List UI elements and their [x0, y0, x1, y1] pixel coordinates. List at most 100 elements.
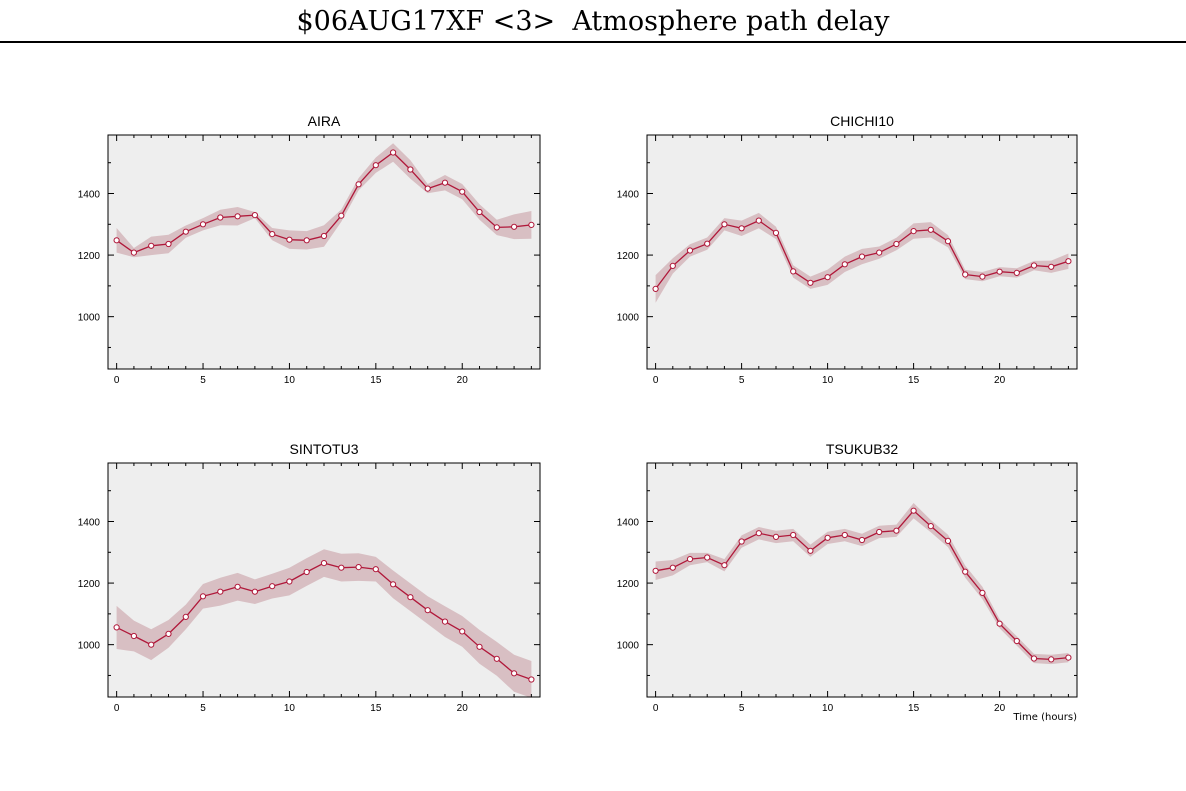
- y-tick-label: 1200: [78, 251, 101, 262]
- data-point: [251, 588, 258, 595]
- data-point: [441, 618, 449, 625]
- x-tick-label: 5: [200, 375, 206, 386]
- plot-area: [108, 135, 540, 369]
- x-tick-label: 0: [653, 703, 659, 714]
- data-point: [1065, 654, 1072, 661]
- x-tick-label: 10: [822, 703, 834, 714]
- x-tick-label: 20: [457, 375, 469, 386]
- chart-panel-chichi10: CHICHI10 0 5 10 15 20 1000 1200 1400: [617, 113, 1078, 386]
- x-tick-label: 20: [994, 375, 1006, 386]
- data-point: [286, 578, 293, 585]
- data-point: [686, 247, 694, 254]
- data-point: [441, 179, 449, 186]
- data-point: [738, 538, 745, 545]
- data-point: [962, 568, 969, 575]
- data-point: [407, 166, 414, 173]
- data-point: [686, 556, 694, 563]
- data-point: [755, 530, 762, 537]
- data-point: [476, 208, 483, 216]
- data-point: [493, 655, 500, 662]
- data-point: [790, 268, 797, 275]
- data-point: [858, 536, 866, 544]
- data-point: [269, 583, 276, 590]
- data-point: [528, 221, 535, 228]
- data-point: [390, 149, 397, 156]
- data-point: [459, 628, 466, 635]
- y-tick-label: 1400: [617, 190, 640, 201]
- x-tick-label: 5: [200, 703, 206, 714]
- data-point: [199, 221, 207, 228]
- x-tick-label: 0: [114, 375, 120, 386]
- panel-title: TSUKUB32: [826, 441, 899, 457]
- data-point: [510, 223, 518, 230]
- y-tick-label: 1400: [617, 518, 640, 529]
- data-point: [459, 188, 466, 195]
- data-point: [669, 564, 676, 571]
- data-point: [962, 271, 969, 278]
- data-point: [130, 249, 137, 256]
- y-tick-label: 1200: [617, 251, 640, 262]
- data-point: [927, 226, 934, 233]
- data-point: [372, 162, 379, 169]
- data-point: [996, 268, 1003, 275]
- data-point: [269, 231, 276, 238]
- data-point: [979, 589, 986, 597]
- x-tick-label: 20: [994, 703, 1006, 714]
- data-point: [493, 224, 500, 231]
- panel-title: AIRA: [308, 113, 341, 129]
- data-point: [841, 531, 848, 539]
- data-point: [320, 560, 328, 567]
- x-tick-label: 10: [822, 375, 834, 386]
- data-point: [182, 613, 189, 621]
- data-point: [858, 253, 866, 260]
- data-point: [824, 534, 831, 541]
- data-point: [979, 273, 986, 280]
- data-point: [910, 507, 917, 514]
- data-point: [738, 225, 745, 232]
- data-point: [721, 221, 728, 228]
- x-tick-label: 15: [908, 703, 920, 714]
- data-point: [303, 568, 310, 576]
- data-point: [165, 630, 172, 638]
- data-point: [217, 588, 224, 595]
- page-title: $06AUG17XF <3> Atmosphere path delay: [296, 6, 890, 37]
- data-point: [944, 537, 952, 545]
- data-point: [944, 238, 952, 245]
- data-point: [182, 228, 189, 235]
- x-tick-label: 15: [908, 375, 920, 386]
- data-point: [251, 212, 258, 219]
- data-point: [148, 242, 155, 249]
- data-point: [669, 262, 676, 269]
- data-point: [113, 624, 120, 631]
- error-band: [655, 503, 1069, 665]
- data-point: [721, 562, 728, 569]
- data-point: [320, 232, 328, 240]
- data-point: [824, 274, 831, 281]
- plot-area: [108, 463, 540, 697]
- data-point: [652, 567, 659, 574]
- x-tick-label: 10: [284, 375, 296, 386]
- data-point: [1013, 269, 1020, 276]
- data-point: [927, 523, 934, 530]
- data-point: [355, 181, 362, 188]
- data-point: [807, 547, 814, 554]
- data-point: [704, 240, 711, 247]
- data-point: [355, 564, 362, 571]
- y-tick-label: 1200: [78, 579, 101, 590]
- data-point: [704, 554, 711, 561]
- data-point: [217, 214, 224, 221]
- data-point: [338, 564, 345, 571]
- data-point: [528, 676, 535, 683]
- data-point: [893, 527, 900, 534]
- data-point: [199, 593, 207, 600]
- data-point: [372, 566, 379, 573]
- data-point: [424, 185, 431, 192]
- chart-panel-aira: AIRA 0 5 10 15 20 1000 1200 1400: [78, 113, 541, 386]
- x-tick-label: 5: [739, 703, 745, 714]
- data-point: [390, 581, 397, 588]
- data-point: [476, 643, 483, 650]
- data-point: [234, 583, 241, 590]
- data-point: [755, 217, 762, 224]
- y-tick-label: 1400: [78, 518, 101, 529]
